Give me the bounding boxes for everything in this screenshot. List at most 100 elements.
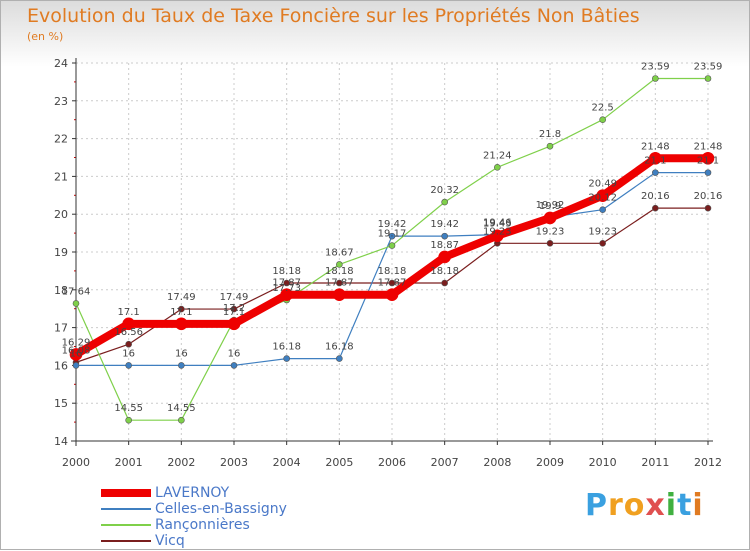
data-label: 19.17 — [378, 229, 407, 240]
proxiti-logo: Proxiti — [585, 488, 704, 523]
x-tick-label: 2005 — [325, 456, 353, 469]
data-point — [385, 288, 399, 302]
data-point — [599, 240, 606, 247]
data-label: 20.49 — [588, 179, 617, 190]
data-point — [701, 151, 715, 165]
data-label: 17.2 — [223, 303, 245, 314]
x-tick-label: 2007 — [431, 456, 459, 469]
data-point — [283, 355, 290, 362]
data-label: 21.1 — [644, 156, 666, 167]
data-point — [336, 261, 343, 268]
data-label: 14.55 — [167, 403, 196, 414]
chart-title: Evolution du Taux de Taxe Foncière sur l… — [27, 5, 640, 27]
data-label: 19.46 — [483, 218, 512, 229]
data-point — [491, 229, 504, 243]
legend-item: Rançonnières — [101, 517, 287, 533]
data-point — [388, 279, 396, 287]
data-label: 16.56 — [114, 327, 143, 338]
data-point — [125, 416, 132, 424]
data-label: 17.49 — [220, 292, 249, 303]
y-tick-label: 19 — [54, 246, 68, 259]
logo-letter: i — [665, 488, 678, 523]
x-tick-label: 2006 — [378, 456, 406, 469]
legend-label: Vicq — [155, 533, 185, 549]
data-label: 18.18 — [430, 266, 459, 277]
data-label: 16 — [228, 348, 241, 359]
legend-item: Vicq — [101, 533, 287, 549]
logo-letter: P — [585, 488, 608, 523]
data-point — [388, 232, 396, 240]
data-label: 17.87 — [272, 278, 301, 289]
data-point — [125, 362, 132, 369]
data-point — [441, 279, 448, 287]
y-tick-label: 15 — [54, 397, 68, 410]
data-label: 16 — [70, 348, 83, 359]
data-point — [72, 362, 80, 369]
data-label: 17.1 — [170, 307, 192, 318]
x-tick-label: 2004 — [273, 456, 301, 469]
x-tick-label: 2000 — [62, 456, 90, 469]
data-point — [336, 355, 343, 362]
legend-item: Celles-en-Bassigny — [101, 501, 287, 517]
x-tick-label: 2003 — [220, 456, 248, 469]
data-label: 22.5 — [592, 103, 614, 114]
y-tick-label: 23 — [54, 95, 68, 108]
legend-swatch — [101, 540, 151, 542]
y-tick-label: 21 — [54, 170, 68, 183]
data-point — [230, 362, 238, 369]
data-point — [652, 204, 659, 212]
data-point — [336, 279, 343, 287]
data-label: 21.24 — [483, 150, 512, 161]
data-label: 18.87 — [430, 240, 459, 251]
legend-swatch — [101, 489, 151, 497]
data-label: 21.48 — [641, 141, 670, 152]
data-point — [704, 169, 712, 176]
data-label: 16.18 — [272, 342, 301, 353]
data-label: 23.59 — [694, 61, 723, 72]
data-point — [122, 317, 135, 331]
legend-label: LAVERNOY — [155, 485, 230, 501]
data-label: 19.42 — [378, 219, 407, 230]
data-label: 18.18 — [325, 266, 354, 277]
data-point — [280, 288, 293, 302]
x-tick-label: 2011 — [641, 456, 669, 469]
data-label: 16.29 — [62, 337, 91, 348]
data-point — [441, 232, 448, 240]
data-point — [494, 164, 501, 171]
data-label: 18.18 — [272, 266, 301, 277]
data-label: 20.16 — [694, 191, 723, 202]
data-label: 20.32 — [430, 185, 459, 196]
legend-item: LAVERNOY — [101, 485, 287, 501]
logo-letter: r — [608, 488, 624, 523]
legend-swatch — [101, 508, 151, 510]
data-point — [546, 142, 554, 150]
data-label: 20.12 — [588, 193, 617, 204]
x-tick-label: 2001 — [115, 456, 143, 469]
data-point — [227, 317, 241, 331]
x-tick-label: 2012 — [694, 456, 722, 469]
legend-label: Rançonnières — [155, 517, 250, 533]
data-point — [441, 198, 448, 206]
y-tick-label: 16 — [54, 359, 68, 372]
chart-legend: LAVERNOY Celles-en-Bassigny Rançonnières Vi… — [101, 485, 287, 549]
data-point — [704, 75, 712, 82]
data-label: 20.16 — [641, 191, 670, 202]
data-point — [125, 340, 132, 348]
data-point — [652, 169, 659, 176]
data-point — [438, 250, 451, 264]
data-label: 21.1 — [697, 156, 719, 167]
data-label: 16 — [122, 348, 135, 359]
data-label: 16.08 — [62, 345, 91, 356]
y-tick-label: 22 — [54, 133, 68, 146]
logo-letter: o — [623, 488, 646, 523]
data-point — [599, 206, 606, 213]
y-tick-label: 17 — [54, 322, 68, 335]
data-label: 19.9 — [539, 201, 561, 212]
x-tick-label: 2010 — [589, 456, 617, 469]
data-point — [546, 240, 554, 247]
data-label: 17.64 — [62, 286, 91, 297]
data-label: 21.8 — [539, 129, 561, 140]
data-point — [230, 305, 238, 313]
x-tick-label: 2009 — [536, 456, 564, 469]
